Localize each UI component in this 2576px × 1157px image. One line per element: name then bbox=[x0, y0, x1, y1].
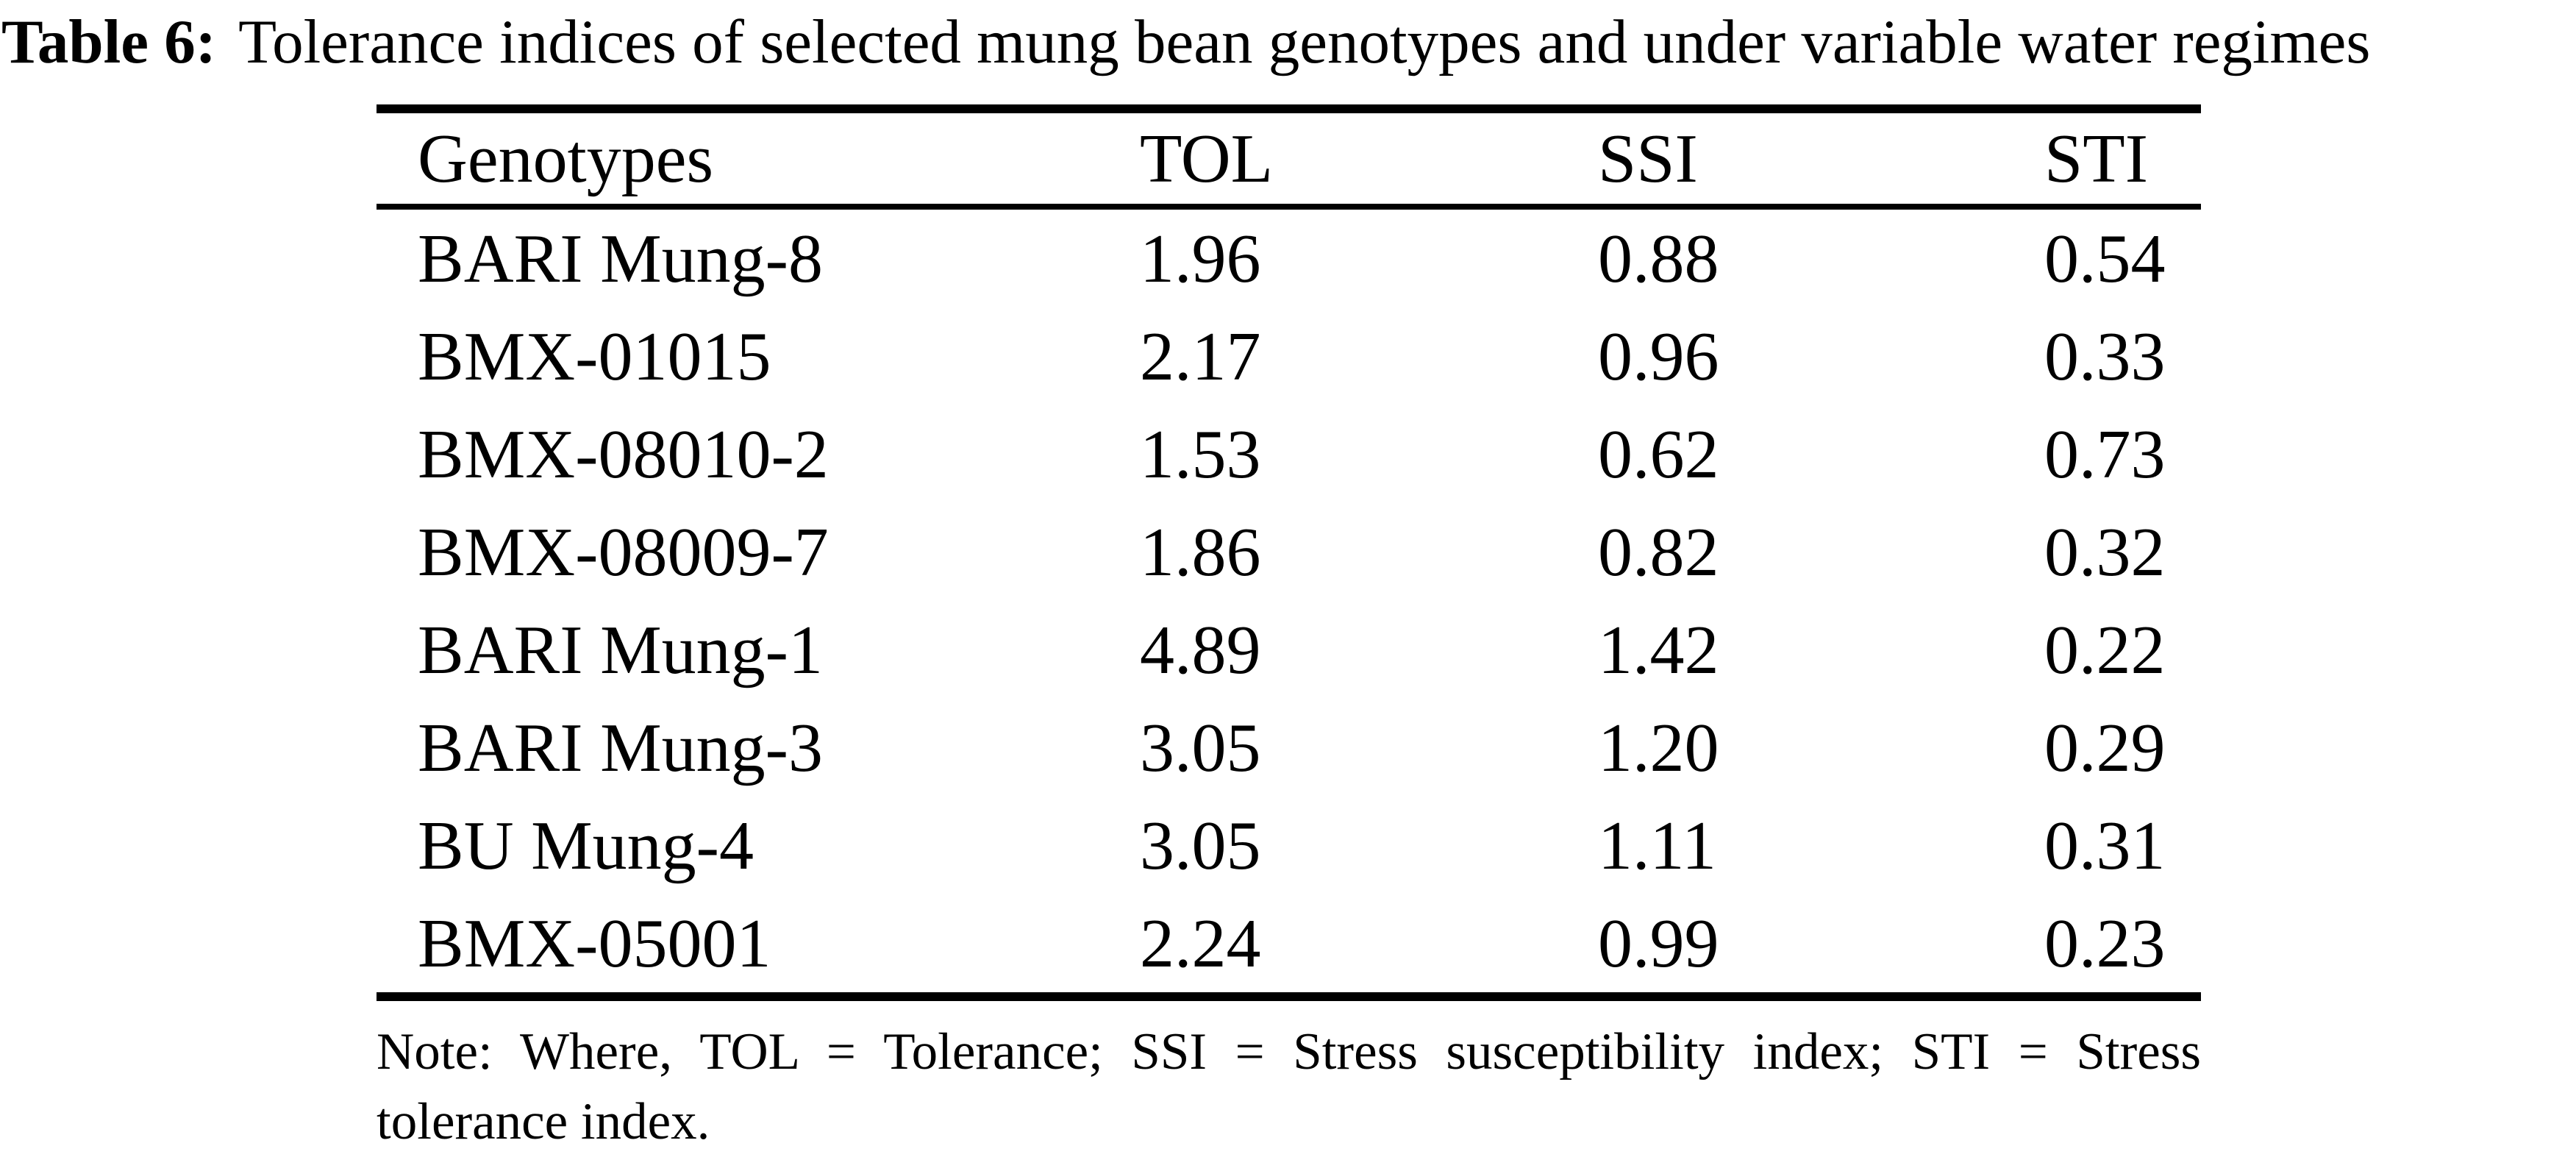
cell-tol: 3.05 bbox=[1140, 709, 1261, 786]
cell-sti: 0.22 bbox=[2044, 611, 2166, 688]
table-header-rule bbox=[377, 204, 2201, 210]
cell-sti: 0.33 bbox=[2044, 318, 2166, 395]
table-row: BMX-08009-7 1.86 0.82 0.32 bbox=[377, 503, 2201, 601]
column-header-genotypes: Genotypes bbox=[418, 120, 714, 197]
table-caption-text: Tolerance indices of selected mung bean … bbox=[238, 7, 2371, 76]
column-header-sti: STI bbox=[2044, 120, 2148, 197]
cell-tol: 4.89 bbox=[1140, 611, 1261, 688]
cell-sti: 0.29 bbox=[2044, 709, 2166, 786]
cell-tol: 1.86 bbox=[1140, 513, 1261, 591]
tolerance-indices-table: Genotypes TOL SSI STI BARI Mung-8 1.96 0… bbox=[377, 104, 2201, 1157]
cell-tol: 3.05 bbox=[1140, 807, 1261, 884]
cell-ssi: 0.99 bbox=[1598, 905, 1719, 982]
table-row: BARI Mung-1 4.89 1.42 0.22 bbox=[377, 601, 2201, 699]
cell-genotype: BARI Mung-3 bbox=[418, 709, 823, 786]
table-row: BMX-05001 2.24 0.99 0.23 bbox=[377, 894, 2201, 992]
table-row: BMX-01015 2.17 0.96 0.33 bbox=[377, 307, 2201, 405]
cell-tol: 1.96 bbox=[1140, 220, 1261, 297]
cell-genotype: BMX-01015 bbox=[418, 318, 771, 395]
cell-sti: 0.23 bbox=[2044, 905, 2166, 982]
cell-sti: 0.54 bbox=[2044, 220, 2166, 297]
table-bottom-rule bbox=[377, 992, 2201, 1001]
cell-ssi: 1.20 bbox=[1598, 709, 1719, 786]
cell-genotype: BMX-05001 bbox=[418, 905, 771, 982]
table-header-row: Genotypes TOL SSI STI bbox=[377, 113, 2201, 204]
cell-genotype: BU Mung-4 bbox=[418, 807, 754, 884]
table-top-rule bbox=[377, 104, 2201, 113]
cell-ssi: 0.62 bbox=[1598, 416, 1719, 493]
table-row: BU Mung-4 3.05 1.11 0.31 bbox=[377, 797, 2201, 894]
table-caption-number: Table 6: bbox=[1, 7, 217, 76]
cell-genotype: BMX-08009-7 bbox=[418, 513, 829, 591]
cell-ssi: 0.82 bbox=[1598, 513, 1719, 591]
cell-sti: 0.31 bbox=[2044, 807, 2166, 884]
table-caption: Table 6: Tolerance indices of selected mu… bbox=[1, 3, 2370, 81]
cell-ssi: 1.42 bbox=[1598, 611, 1719, 688]
table-footnote-line2: tolerance index. bbox=[377, 1093, 710, 1150]
table-row: BARI Mung-8 1.96 0.88 0.54 bbox=[377, 210, 2201, 307]
table-footnote-line1: Note: Where, TOL = Tolerance; SSI = Stre… bbox=[377, 1023, 2201, 1081]
cell-ssi: 0.96 bbox=[1598, 318, 1719, 395]
cell-ssi: 1.11 bbox=[1598, 807, 1717, 884]
cell-genotype: BMX-08010-2 bbox=[418, 416, 829, 493]
column-header-ssi: SSI bbox=[1598, 120, 1698, 197]
table-row: BARI Mung-3 3.05 1.20 0.29 bbox=[377, 699, 2201, 797]
table-row: BMX-08010-2 1.53 0.62 0.73 bbox=[377, 405, 2201, 503]
cell-genotype: BARI Mung-8 bbox=[418, 220, 823, 297]
cell-tol: 1.53 bbox=[1140, 416, 1261, 493]
cell-tol: 2.24 bbox=[1140, 905, 1261, 982]
cell-sti: 0.73 bbox=[2044, 416, 2166, 493]
cell-genotype: BARI Mung-1 bbox=[418, 611, 823, 688]
cell-ssi: 0.88 bbox=[1598, 220, 1719, 297]
column-header-tol: TOL bbox=[1140, 120, 1274, 197]
cell-tol: 2.17 bbox=[1140, 318, 1261, 395]
table-footnote: Note: Where, TOL = Tolerance; SSI = Stre… bbox=[377, 1017, 2201, 1157]
cell-sti: 0.32 bbox=[2044, 513, 2166, 591]
